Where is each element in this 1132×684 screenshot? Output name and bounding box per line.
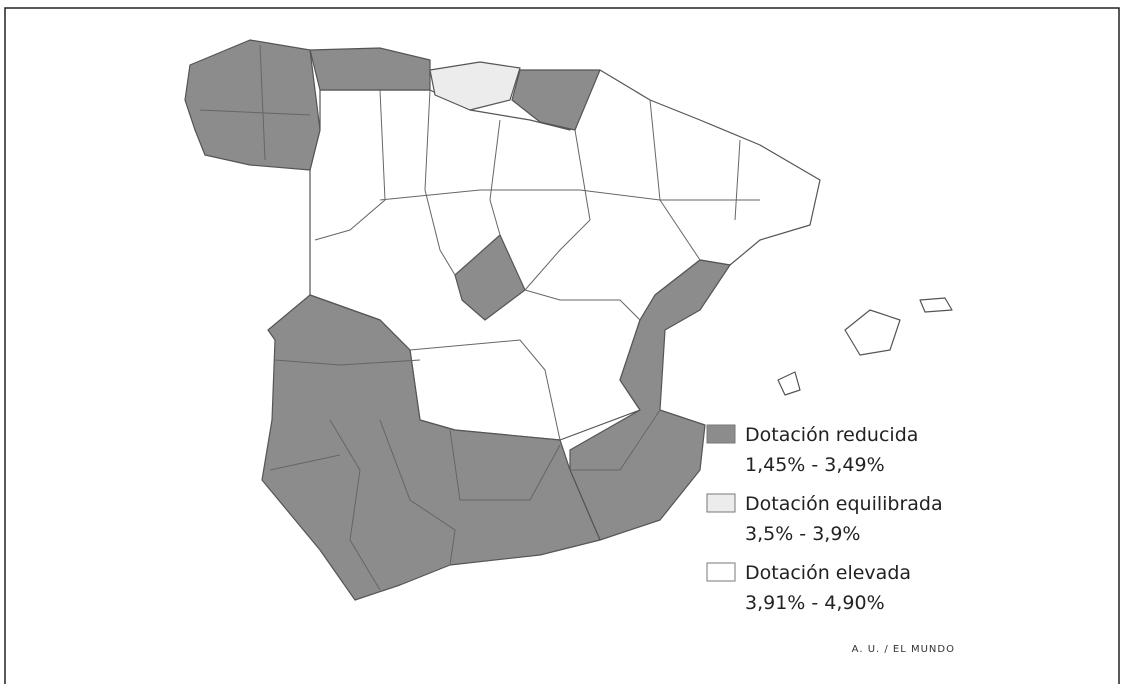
legend-swatch <box>706 424 736 444</box>
province-borders <box>199 44 760 591</box>
credit: A. U. / EL MUNDO <box>852 644 955 655</box>
legend-label: Dotación elevada <box>745 562 911 584</box>
legend-range: 3,5% - 3,9% <box>745 523 860 545</box>
region-south-west <box>261 294 601 601</box>
island-menorca <box>919 297 953 313</box>
legend-range: 3,91% - 4,90% <box>745 592 885 614</box>
legend-range: 1,45% - 3,49% <box>745 454 885 476</box>
legend-label: Dotación equilibrada <box>745 493 943 515</box>
region-galicia <box>184 39 321 171</box>
legend-label: Dotación reducida <box>745 424 918 446</box>
legend: Dotación reducida 1,45% - 3,49% Dotación e… <box>706 424 943 614</box>
island-mallorca <box>844 309 901 356</box>
region-madrid <box>454 234 526 321</box>
legend-swatch <box>706 493 736 513</box>
legend-swatch <box>706 562 736 582</box>
region-asturias-cantabria <box>309 47 431 91</box>
island-ibiza <box>777 371 801 396</box>
spain-map <box>184 39 953 601</box>
region-basque <box>429 61 521 111</box>
region-navarra <box>511 69 601 131</box>
